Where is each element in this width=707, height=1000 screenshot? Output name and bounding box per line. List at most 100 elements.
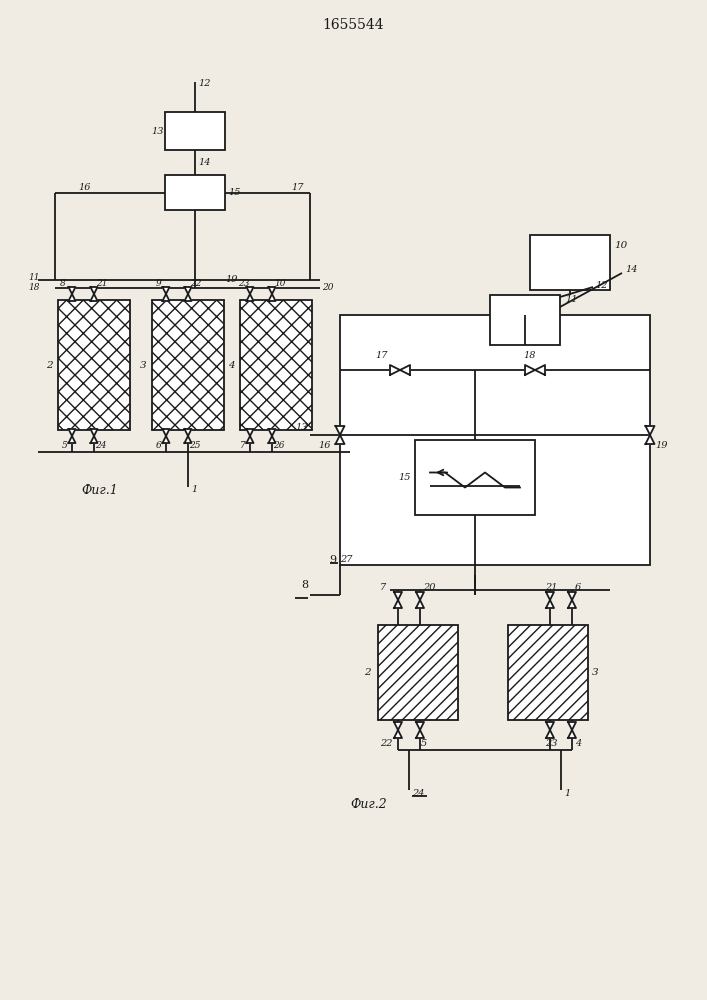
Polygon shape bbox=[568, 592, 576, 600]
Text: 22: 22 bbox=[380, 738, 392, 748]
Text: 1: 1 bbox=[564, 788, 571, 798]
Text: 7: 7 bbox=[240, 442, 246, 450]
Polygon shape bbox=[269, 287, 276, 294]
Polygon shape bbox=[69, 294, 76, 301]
Text: 3: 3 bbox=[592, 668, 599, 677]
Text: 11: 11 bbox=[28, 273, 40, 282]
Text: 8: 8 bbox=[301, 580, 308, 590]
Text: 24: 24 bbox=[412, 788, 424, 798]
Text: 10: 10 bbox=[614, 240, 627, 249]
Polygon shape bbox=[645, 435, 655, 444]
Polygon shape bbox=[546, 600, 554, 608]
Polygon shape bbox=[394, 730, 402, 738]
Bar bbox=[165, 112, 225, 150]
Text: 14: 14 bbox=[625, 265, 638, 274]
Text: 20: 20 bbox=[322, 284, 334, 292]
Text: 26: 26 bbox=[273, 442, 284, 450]
Text: 18: 18 bbox=[523, 351, 535, 360]
Text: 11: 11 bbox=[565, 296, 578, 304]
Polygon shape bbox=[69, 287, 76, 294]
Polygon shape bbox=[269, 294, 276, 301]
Text: 3: 3 bbox=[140, 360, 146, 369]
Text: 27: 27 bbox=[340, 556, 353, 564]
Text: 18: 18 bbox=[28, 284, 40, 292]
Polygon shape bbox=[69, 436, 76, 443]
Polygon shape bbox=[546, 730, 554, 738]
Text: 13: 13 bbox=[151, 126, 163, 135]
Text: 1: 1 bbox=[191, 486, 197, 494]
Bar bbox=[378, 625, 458, 720]
Polygon shape bbox=[645, 426, 655, 435]
Text: 6: 6 bbox=[575, 584, 581, 592]
Polygon shape bbox=[394, 600, 402, 608]
Text: 14: 14 bbox=[198, 158, 211, 167]
Text: 4: 4 bbox=[575, 738, 581, 748]
Bar bbox=[530, 235, 610, 290]
Bar bbox=[508, 625, 588, 720]
Polygon shape bbox=[394, 722, 402, 730]
Polygon shape bbox=[400, 365, 410, 375]
Text: 19: 19 bbox=[655, 440, 667, 450]
Polygon shape bbox=[525, 365, 535, 375]
Polygon shape bbox=[269, 429, 276, 436]
Text: 4: 4 bbox=[228, 360, 235, 369]
Text: 16: 16 bbox=[78, 183, 90, 192]
Text: 19: 19 bbox=[225, 275, 238, 284]
Polygon shape bbox=[390, 365, 400, 375]
Polygon shape bbox=[535, 365, 545, 375]
Text: 2: 2 bbox=[364, 668, 370, 677]
Polygon shape bbox=[247, 294, 254, 301]
Polygon shape bbox=[90, 294, 98, 301]
Polygon shape bbox=[185, 436, 192, 443]
Text: Фиг.1: Фиг.1 bbox=[81, 484, 118, 496]
Text: 5: 5 bbox=[421, 738, 427, 748]
Text: 17: 17 bbox=[375, 351, 387, 360]
Bar bbox=[58, 300, 130, 430]
Polygon shape bbox=[163, 287, 170, 294]
Text: 5: 5 bbox=[62, 442, 68, 450]
Text: 6: 6 bbox=[156, 442, 162, 450]
Text: 25: 25 bbox=[189, 442, 201, 450]
Polygon shape bbox=[394, 592, 402, 600]
Text: 13: 13 bbox=[296, 422, 308, 432]
Text: 24: 24 bbox=[95, 442, 107, 450]
Text: 21: 21 bbox=[545, 584, 558, 592]
Polygon shape bbox=[247, 287, 254, 294]
Bar bbox=[415, 440, 535, 515]
Text: 8: 8 bbox=[60, 279, 66, 288]
Bar bbox=[490, 295, 560, 345]
Polygon shape bbox=[416, 592, 424, 600]
Text: 23: 23 bbox=[238, 279, 250, 288]
Polygon shape bbox=[546, 722, 554, 730]
Text: 21: 21 bbox=[96, 279, 107, 288]
Text: 12: 12 bbox=[198, 80, 211, 89]
Polygon shape bbox=[247, 436, 254, 443]
Polygon shape bbox=[416, 722, 424, 730]
Text: 16: 16 bbox=[318, 440, 330, 450]
Bar bbox=[340, 315, 650, 565]
Polygon shape bbox=[247, 429, 254, 436]
Polygon shape bbox=[336, 435, 344, 444]
Polygon shape bbox=[269, 436, 276, 443]
Text: 9: 9 bbox=[156, 279, 162, 288]
Bar bbox=[152, 300, 224, 430]
Polygon shape bbox=[416, 600, 424, 608]
Polygon shape bbox=[568, 722, 576, 730]
Polygon shape bbox=[163, 436, 170, 443]
Polygon shape bbox=[90, 287, 98, 294]
Text: 20: 20 bbox=[423, 584, 436, 592]
Text: 2: 2 bbox=[46, 360, 52, 369]
Polygon shape bbox=[90, 429, 98, 436]
Text: 15: 15 bbox=[399, 473, 411, 482]
Text: 12: 12 bbox=[595, 280, 607, 290]
Text: 23: 23 bbox=[545, 738, 558, 748]
Bar bbox=[165, 175, 225, 210]
Polygon shape bbox=[163, 429, 170, 436]
Polygon shape bbox=[163, 294, 170, 301]
Text: 1655544: 1655544 bbox=[322, 18, 384, 32]
Text: 15: 15 bbox=[228, 188, 240, 197]
Text: 10: 10 bbox=[274, 279, 286, 288]
Polygon shape bbox=[185, 294, 192, 301]
Polygon shape bbox=[90, 436, 98, 443]
Polygon shape bbox=[546, 592, 554, 600]
